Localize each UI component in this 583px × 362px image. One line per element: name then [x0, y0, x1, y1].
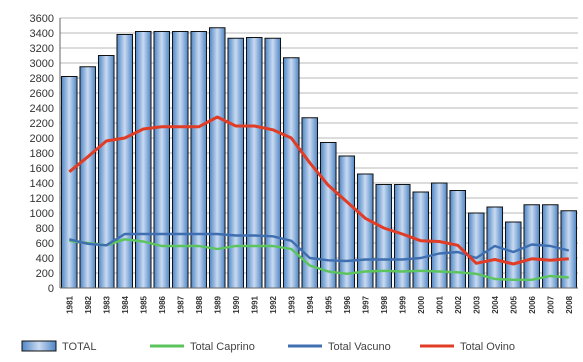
- bar-total: [245, 37, 263, 289]
- bar-total: [504, 221, 522, 289]
- x-tick-label: 2003: [472, 295, 481, 313]
- y-tick-label: 200: [36, 268, 54, 280]
- y-tick-label: 2600: [30, 88, 54, 100]
- bar-total: [97, 55, 115, 289]
- bar-total: [319, 142, 337, 289]
- x-tick-label: 1990: [232, 295, 241, 313]
- bar-total: [153, 31, 171, 289]
- legend-label-total: TOTAL: [62, 341, 96, 353]
- y-tick-label: 0: [48, 283, 54, 295]
- series-line-total-ovino: [68, 115, 569, 266]
- bar-total: [79, 66, 97, 289]
- legend-label-total-caprino: Total Caprino: [190, 341, 255, 353]
- x-tick-label: 1985: [139, 295, 148, 313]
- x-tick-label: 1991: [250, 295, 259, 313]
- bar-total: [375, 184, 393, 289]
- x-tick-label: 1981: [65, 295, 74, 313]
- x-tick-label: 1986: [158, 295, 167, 313]
- bar-total: [134, 31, 152, 289]
- y-tick-label: 400: [36, 253, 54, 265]
- x-tick-label: 2006: [528, 295, 537, 313]
- y-tick-label: 1600: [30, 163, 54, 175]
- x-tick-label: 2000: [417, 295, 426, 313]
- bar-total: [60, 76, 78, 289]
- y-tick-label: 2400: [30, 103, 54, 115]
- series-line-total-caprino: [69, 238, 569, 281]
- series-line-total-vacuno: [69, 232, 570, 263]
- y-tick-label: 600: [36, 238, 54, 250]
- x-tick-label: 1997: [361, 295, 370, 313]
- x-tick-label: 2004: [491, 295, 500, 313]
- legend-label-total-ovino: Total Ovino: [460, 341, 515, 353]
- y-tick-label: 1000: [30, 208, 54, 220]
- x-tick-label: 1988: [195, 295, 204, 313]
- x-tick-label: 2001: [435, 295, 444, 313]
- bar-total: [227, 37, 245, 289]
- y-tick-label: 800: [36, 223, 54, 235]
- y-tick-label: 3600: [30, 13, 54, 25]
- y-tick-label: 2200: [30, 118, 54, 130]
- x-tick-label: 1989: [213, 295, 222, 313]
- bar-total: [116, 34, 134, 289]
- bar-total: [301, 117, 319, 289]
- x-tick-label: 1999: [398, 295, 407, 313]
- x-tick-label: 1982: [84, 295, 93, 313]
- bar-total: [264, 37, 282, 289]
- x-tick-label: 1995: [324, 295, 333, 313]
- x-tick-label: 1984: [121, 295, 130, 313]
- x-tick-label: 2007: [546, 295, 555, 313]
- y-tick-label: 1400: [30, 178, 54, 190]
- x-tick-label: 1983: [102, 295, 111, 313]
- axes: 0 200 400 600 800 1000 1200 1400 1600 1800 2000 220…: [30, 13, 578, 314]
- lines: [68, 115, 570, 281]
- x-tick-label: 1987: [176, 295, 185, 313]
- legend-label-total-vacuno: Total Vacuno: [328, 341, 391, 353]
- y-tick-label: 2000: [30, 133, 54, 145]
- y-tick-label: 2800: [30, 73, 54, 85]
- y-tick-label: 1200: [30, 193, 54, 205]
- bar-total: [171, 31, 189, 289]
- legend-swatch-total: [21, 340, 57, 352]
- x-tick-label: 1994: [306, 295, 315, 313]
- x-tick-label: 1996: [343, 295, 352, 313]
- x-tick-label: 1998: [380, 295, 389, 313]
- x-tick-label: 1992: [269, 295, 278, 313]
- x-tick-label: 2008: [565, 295, 574, 313]
- y-tick-label: 3400: [30, 28, 54, 40]
- x-tick-label: 2005: [509, 295, 518, 313]
- y-tick-label: 3000: [30, 58, 54, 70]
- legend: TOTAL Total Caprino Total Vacuno Total Ovin…: [21, 340, 515, 353]
- bar-total: [190, 31, 208, 289]
- y-tick-label: 1800: [30, 148, 54, 160]
- x-tick-label: 1993: [287, 295, 296, 313]
- bar-total: [338, 155, 356, 289]
- y-tick-label: 3200: [30, 43, 54, 55]
- x-tick-label: 2002: [454, 295, 463, 313]
- bar-total: [467, 212, 485, 289]
